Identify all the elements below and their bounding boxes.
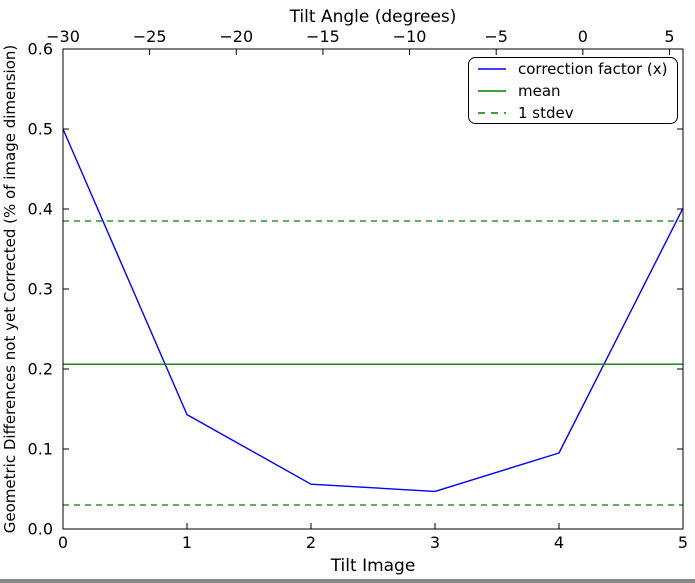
top-tick-label: 5 [664, 27, 674, 46]
y-tick-label: 0.0 [28, 520, 53, 539]
top-tick-label: −10 [393, 27, 427, 46]
axis-ticks: 0 1 2 3 4 5 −30 −25 −20 −15 −10 −5 0 5 0.0 0.1 0.2 0.3 0.4… [28, 27, 689, 552]
top-tick-label: −20 [219, 27, 253, 46]
top-axis-title: Tilt Angle (degrees) [289, 7, 457, 27]
x-tick-label: 3 [430, 533, 440, 552]
x-tick-label: 0 [58, 533, 68, 552]
legend-label-stdev: 1 stdev [518, 104, 574, 122]
y-tick-label: 0.1 [28, 440, 53, 459]
y-tick-label: 0.6 [28, 40, 53, 59]
top-tick-label: 0 [578, 27, 588, 46]
y-axis-title: Geometric Differences not yet Corrected … [1, 45, 19, 534]
x-tick-label: 5 [678, 533, 688, 552]
plot-border [62, 48, 684, 530]
y-tick-label: 0.5 [28, 120, 53, 139]
legend-label-correction-factor: correction factor (x) [518, 60, 667, 78]
legend-box [468, 57, 678, 124]
x-tick-label: 4 [554, 533, 564, 552]
plot-series [62, 128, 684, 506]
y-tick-label: 0.3 [28, 280, 53, 299]
legend: correction factor (x) mean 1 stdev [468, 57, 678, 124]
x-tick-label: 2 [306, 533, 316, 552]
x-tick-label: 1 [182, 533, 192, 552]
y-tick-label: 0.4 [28, 200, 53, 219]
legend-label-mean: mean [518, 82, 561, 100]
top-tick-label: −25 [133, 27, 167, 46]
series-line-correction-factor-x- [62, 128, 684, 493]
top-tick-label: −15 [306, 27, 340, 46]
top-tick-label: −5 [484, 27, 508, 46]
x-axis-title: Tilt Image [330, 556, 416, 576]
top-tick-label: −30 [46, 27, 80, 46]
y-tick-label: 0.2 [28, 360, 53, 379]
